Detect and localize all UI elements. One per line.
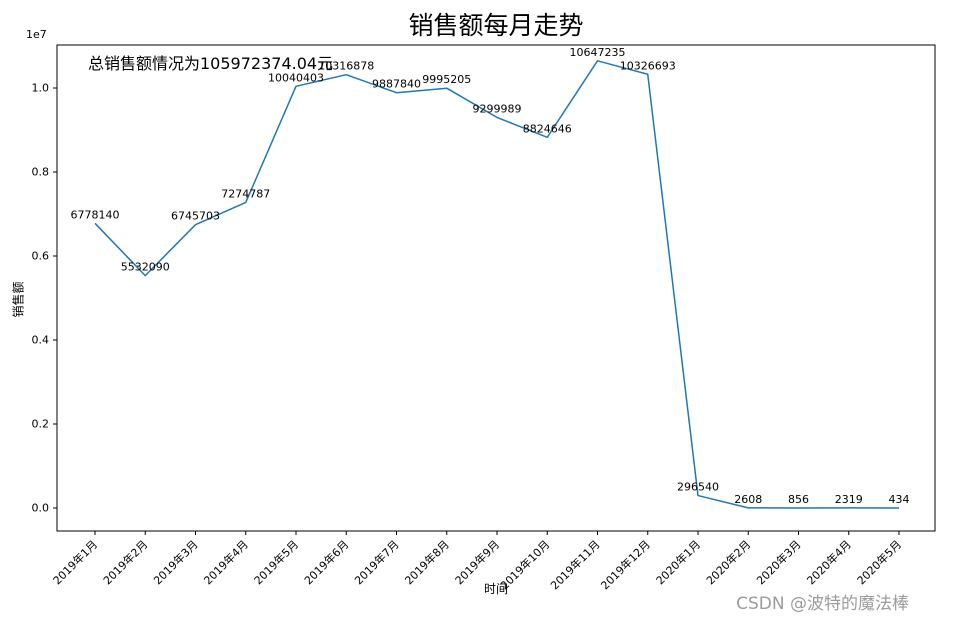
data-point-label: 2608 xyxy=(734,493,762,506)
data-point-label: 9299989 xyxy=(473,102,522,115)
data-point-label: 9887840 xyxy=(372,78,421,91)
data-point-label: 9995205 xyxy=(422,73,471,86)
sales-line xyxy=(94,60,900,509)
data-point-label: 10326693 xyxy=(620,59,676,72)
watermark: CSDN @波特的魔法棒 xyxy=(736,594,909,614)
data-point-label: 7274787 xyxy=(221,187,270,200)
y-axis-label: 销售额 xyxy=(11,281,26,318)
y-tick-label: 0.6 xyxy=(32,250,50,263)
data-point-label: 6745703 xyxy=(171,210,220,223)
data-point-label: 2319 xyxy=(835,493,863,506)
y-tick-label: 0.0 xyxy=(32,502,50,515)
total-sales-annotation: 总销售额情况为105972374.04元 xyxy=(88,54,334,73)
data-point-label: 8824646 xyxy=(523,122,572,135)
data-point-label: 5532090 xyxy=(121,261,170,274)
data-point-label: 434 xyxy=(889,493,910,506)
data-point-label: 10040403 xyxy=(268,71,324,84)
data-point-label: 10647235 xyxy=(570,46,626,59)
y-tick-label: 0.8 xyxy=(32,166,50,179)
y-axis-offset-label: 1e7 xyxy=(26,28,47,41)
x-axis-label: 时间 xyxy=(483,582,508,596)
data-point-label: 10316878 xyxy=(318,60,374,73)
data-point-label: 296540 xyxy=(677,481,719,494)
chart-title: 销售额每月走势 xyxy=(408,11,584,40)
y-tick-label: 1.0 xyxy=(32,82,50,95)
data-point-label: 856 xyxy=(788,493,809,506)
y-tick-label: 0.4 xyxy=(32,334,50,347)
y-tick-label: 0.2 xyxy=(32,418,50,431)
data-point-label: 6778140 xyxy=(71,208,120,221)
plot-frame xyxy=(56,44,936,532)
